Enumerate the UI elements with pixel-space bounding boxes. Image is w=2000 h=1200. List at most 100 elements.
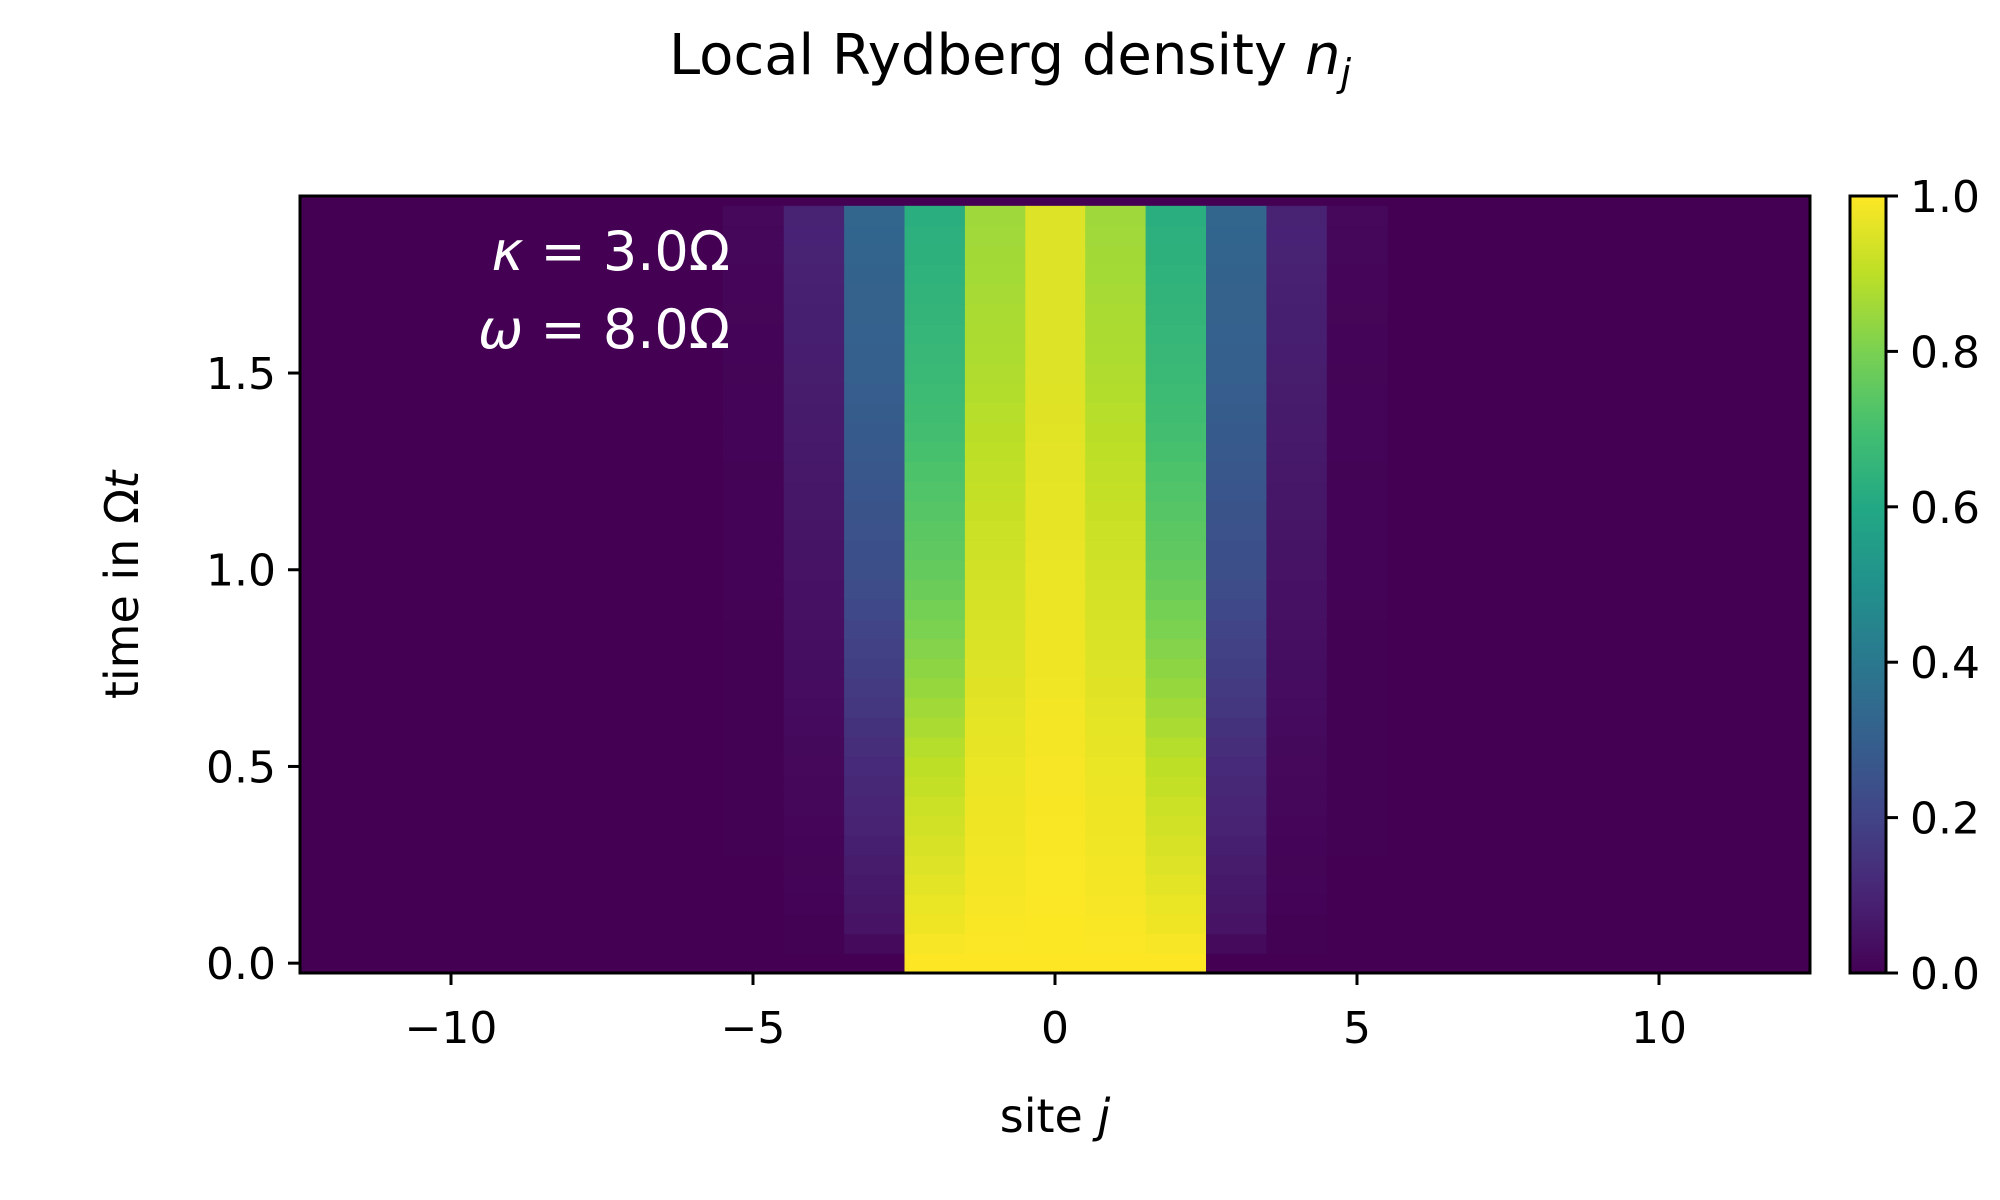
heatmap-cell <box>1326 382 1388 404</box>
heatmap-cell <box>904 599 965 620</box>
colorbar-tick-label: 1.0 <box>1910 172 1980 223</box>
heatmap-cell <box>1206 540 1267 561</box>
heatmap-cell <box>1326 520 1388 541</box>
heatmap-cell <box>1326 776 1388 797</box>
heatmap-cell <box>1266 894 1328 915</box>
y-axis-label-text: time in <box>95 539 149 699</box>
heatmap-cell <box>1145 304 1207 325</box>
heatmap-cell <box>722 363 784 384</box>
heatmap-cell <box>964 363 1026 384</box>
heatmap-cell <box>722 913 784 935</box>
heatmap-cell <box>1024 540 1086 561</box>
heatmap-cell <box>964 835 1026 856</box>
heatmap-cell <box>1266 500 1328 522</box>
heatmap-cell <box>843 284 905 305</box>
heatmap-cell <box>1145 697 1207 718</box>
heatmap-cell <box>1085 697 1147 718</box>
heatmap-cell <box>904 559 965 581</box>
heatmap-cell <box>783 264 845 286</box>
heatmap-cell <box>1145 677 1207 699</box>
heatmap-cell <box>1145 579 1207 600</box>
heatmap-cell <box>1266 697 1328 718</box>
heatmap-cell <box>1145 756 1207 777</box>
heatmap-cell <box>1266 441 1328 463</box>
heatmap-cell <box>1085 736 1147 758</box>
heatmap-cell <box>904 422 965 443</box>
heatmap-cell <box>1326 913 1388 935</box>
heatmap-cell <box>1024 363 1086 384</box>
heatmap-cell <box>722 579 784 600</box>
heatmap-cell <box>783 225 845 246</box>
heatmap-cell <box>904 736 965 758</box>
annotation-omega: ω = 8.0Ω <box>478 298 730 361</box>
heatmap-cell <box>1206 756 1267 777</box>
heatmap-cell <box>783 677 845 699</box>
heatmap-cell <box>964 933 1026 954</box>
heatmap-cell <box>1206 323 1267 345</box>
heatmap-cell <box>783 913 845 935</box>
heatmap-cell <box>783 540 845 561</box>
heatmap-cell <box>843 481 905 502</box>
heatmap-cell <box>1266 264 1328 286</box>
heatmap-cell <box>843 677 905 699</box>
heatmap-cell <box>964 461 1026 482</box>
heatmap-cell <box>1266 363 1328 384</box>
heatmap-cell <box>1145 559 1207 581</box>
heatmap-cell <box>722 854 784 876</box>
heatmap-cell <box>1024 481 1086 502</box>
heatmap-cell <box>904 913 965 935</box>
heatmap-cell <box>1024 776 1086 797</box>
heatmap-cell <box>1266 382 1328 404</box>
heatmap-cell <box>904 441 965 463</box>
heatmap-cell <box>783 756 845 777</box>
heatmap-cell <box>783 284 845 305</box>
heatmap-cell <box>1024 304 1086 325</box>
heatmap-cell <box>1206 736 1267 758</box>
heatmap-cell <box>1145 402 1207 423</box>
heatmap-cell <box>1266 618 1328 640</box>
heatmap-cell <box>1085 913 1147 935</box>
heatmap-cell <box>1085 717 1147 738</box>
heatmap-cell <box>843 579 905 600</box>
heatmap-cell <box>1085 284 1147 305</box>
heatmap-cell <box>843 205 905 227</box>
heatmap-cell <box>843 894 905 915</box>
heatmap-cell <box>722 264 784 286</box>
heatmap-cell <box>783 618 845 640</box>
heatmap-cell <box>1024 756 1086 777</box>
heatmap-cell <box>1326 658 1388 679</box>
heatmap-cell <box>1145 717 1207 738</box>
heatmap-cell <box>904 500 965 522</box>
colorbar-tick-label: 0.8 <box>1910 327 1980 378</box>
heatmap-cells <box>300 196 1810 974</box>
heatmap-cell <box>1326 264 1388 286</box>
heatmap-cell <box>904 225 965 246</box>
heatmap-cell <box>964 913 1026 935</box>
heatmap-cell <box>1206 363 1267 384</box>
heatmap-cell <box>843 461 905 482</box>
heatmap-cell <box>1085 205 1147 227</box>
heatmap-cell <box>964 618 1026 640</box>
heatmap-cell <box>722 835 784 856</box>
heatmap-cell <box>904 245 965 266</box>
heatmap-cell <box>1326 579 1388 600</box>
heatmap-cell <box>843 323 905 345</box>
heatmap-cell <box>783 304 845 325</box>
heatmap-cell <box>1266 304 1328 325</box>
heatmap-cell <box>1206 205 1267 227</box>
heatmap-cell <box>904 854 965 876</box>
heatmap-cell <box>1145 815 1207 836</box>
heatmap-cell <box>1145 835 1207 856</box>
heatmap-cell <box>722 225 784 246</box>
heatmap-cell <box>964 540 1026 561</box>
heatmap-cell <box>1085 953 1147 974</box>
heatmap-cell <box>1085 422 1147 443</box>
heatmap-cell <box>783 520 845 541</box>
colorbar-tick-label: 0.4 <box>1910 638 1980 689</box>
heatmap-cell <box>1266 874 1328 895</box>
heatmap-cell <box>1145 225 1207 246</box>
heatmap-cell <box>964 717 1026 738</box>
heatmap-cell <box>843 776 905 797</box>
x-tick-label: −10 <box>405 1003 498 1054</box>
heatmap-cell <box>1206 461 1267 482</box>
